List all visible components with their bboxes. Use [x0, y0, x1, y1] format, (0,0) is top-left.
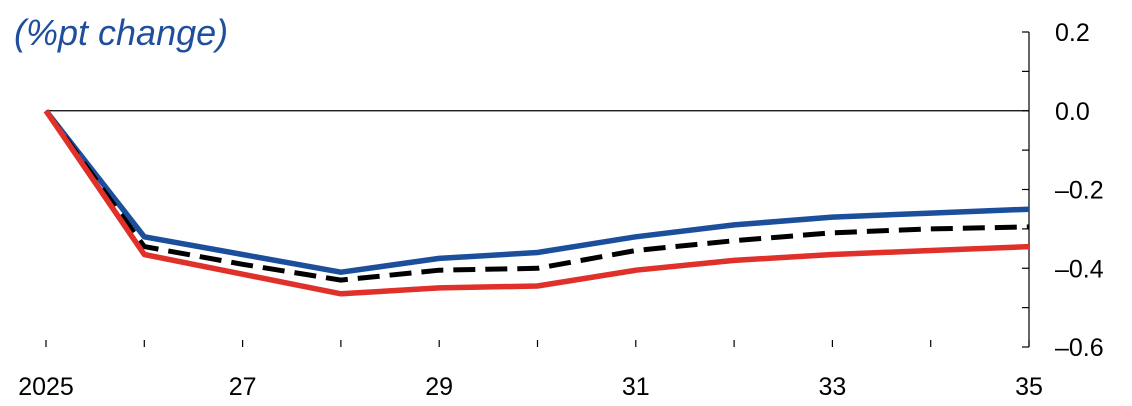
y-tick-label: –0.4	[1055, 255, 1104, 283]
axes: 0.2 0.0 –0.2 –0.4 –0.6 2025 27 29 31 33 35	[18, 19, 1104, 401]
y-tick-label: –0.6	[1055, 334, 1104, 362]
x-tick-label: 27	[229, 373, 257, 401]
series-line-0	[43, 109, 1030, 275]
y-unit-label: (%pt change)	[14, 12, 229, 53]
x-tick-label: 31	[622, 373, 650, 401]
y-tick-label: –0.2	[1055, 177, 1104, 205]
series-line-2	[43, 109, 1030, 297]
y-tick-label: 0.0	[1055, 98, 1090, 126]
series-layer	[43, 109, 1030, 297]
x-tick-label: 33	[818, 373, 846, 401]
x-tick-label: 29	[425, 373, 453, 401]
x-tick-label: 35	[1015, 373, 1043, 401]
series-line-1	[43, 109, 1030, 283]
x-tick-label: 2025	[18, 373, 74, 401]
y-tick-label: 0.2	[1055, 19, 1090, 47]
